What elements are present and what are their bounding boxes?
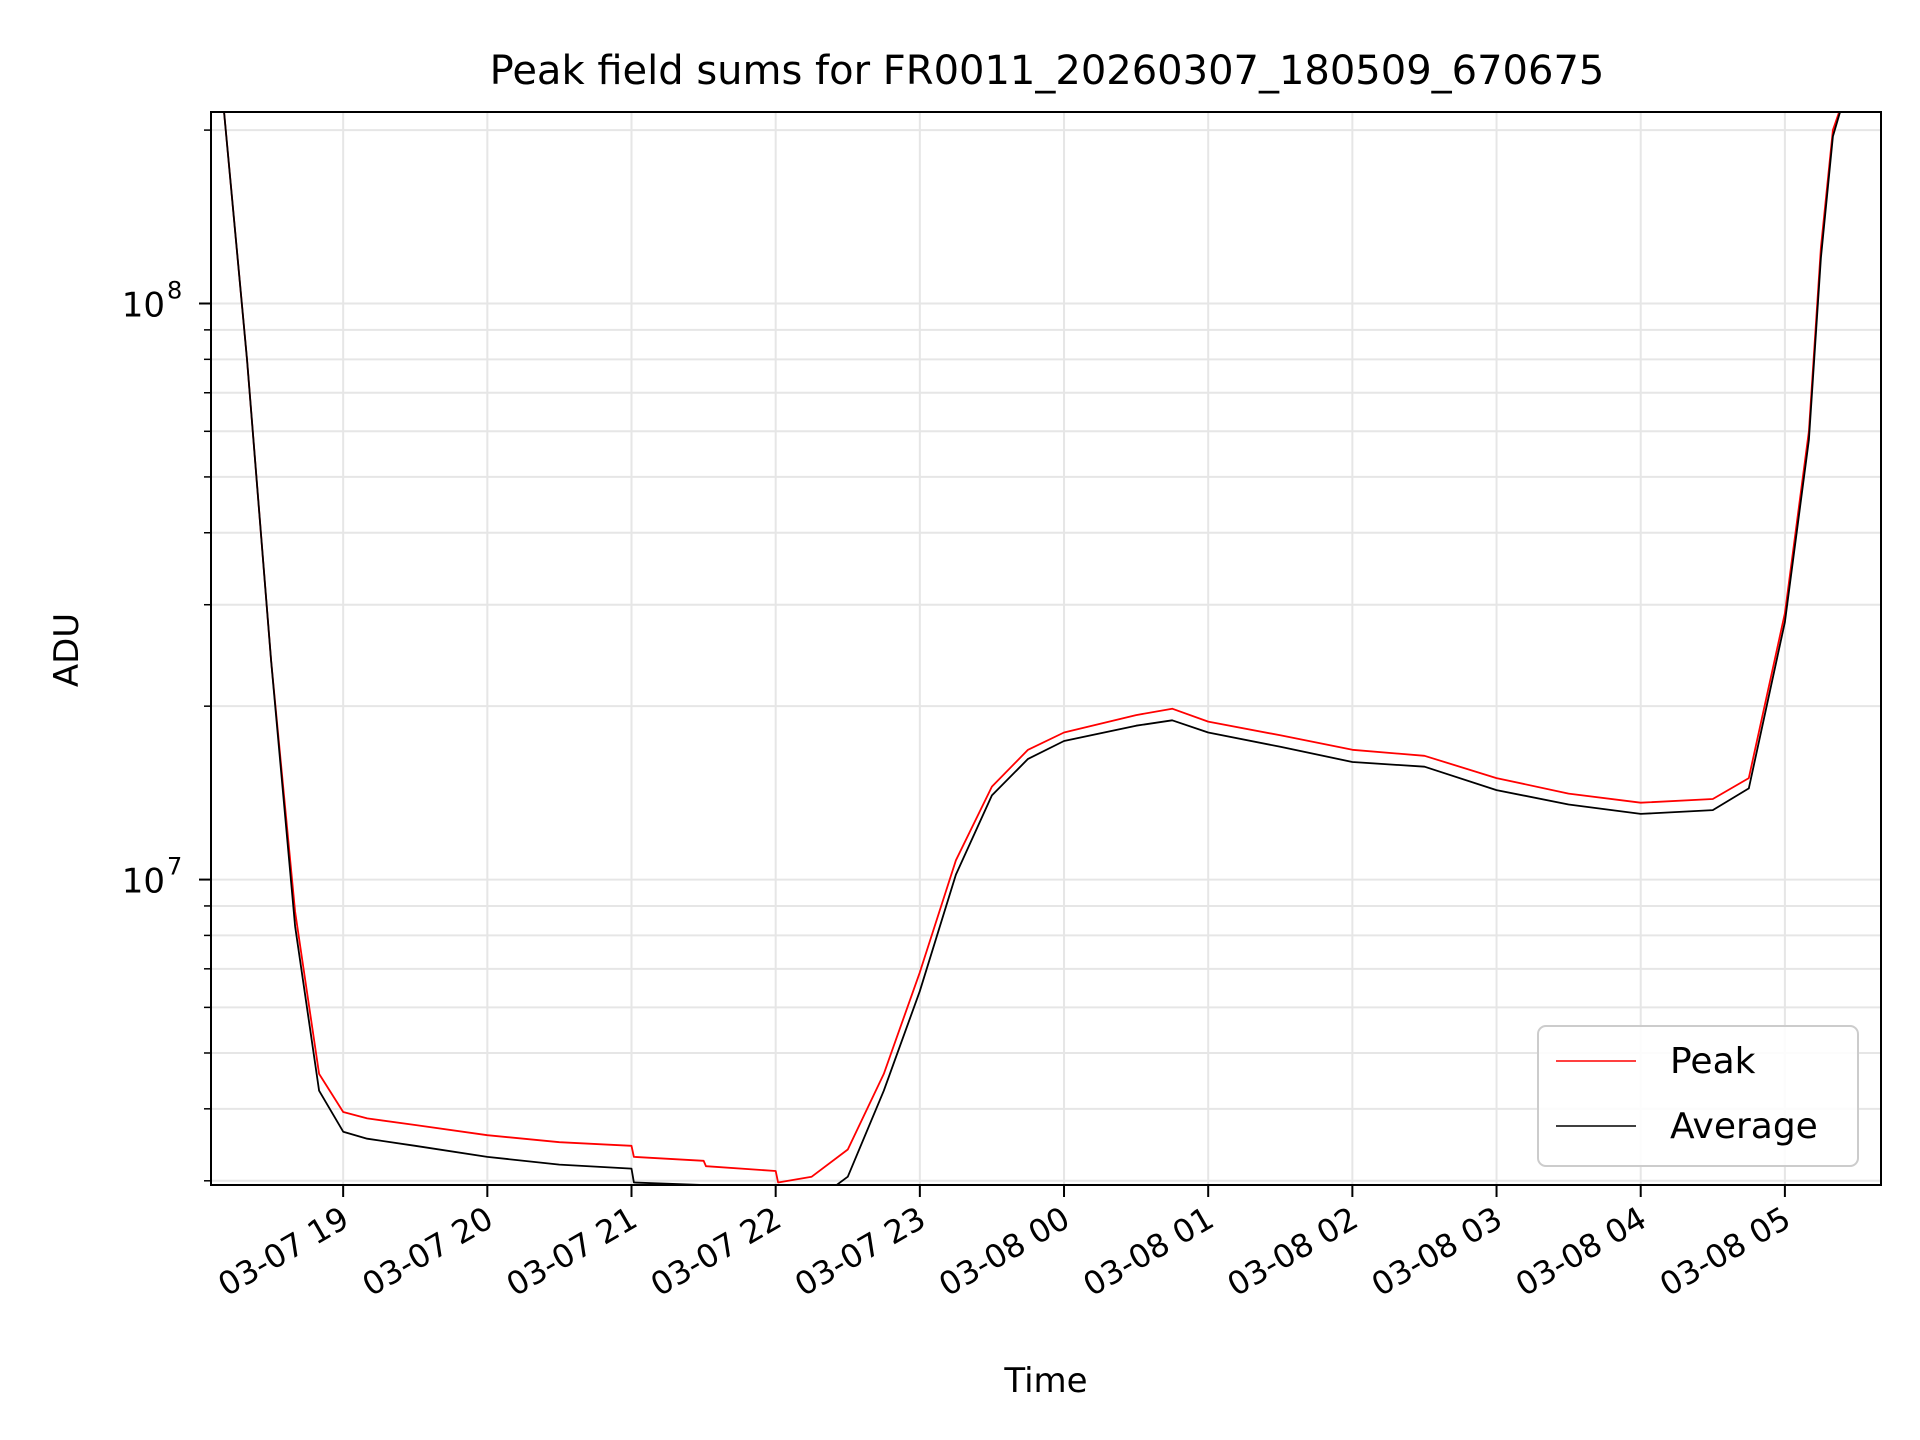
x-axis-label: Time	[1003, 1361, 1087, 1401]
series-lines	[223, 112, 1841, 1185]
series-line-peak	[223, 112, 1841, 1184]
series-line-average	[223, 112, 1841, 1185]
plot-frame	[210, 111, 1882, 1186]
chart-title: Peak field sums for FR0011_20260307_1805…	[490, 48, 1605, 94]
grid	[211, 112, 1881, 1185]
y-axis-label: ADU	[47, 613, 87, 687]
legend[interactable]: Peak Average	[1537, 1025, 1859, 1167]
legend-peak-label: Peak	[1670, 1041, 1756, 1082]
y-tick-base: 10	[122, 286, 165, 326]
y-tick-exponent: 8	[167, 277, 182, 305]
plot-area	[210, 111, 1882, 1186]
y-tick-label: 10 7	[122, 853, 183, 902]
y-tick-label: 10 8	[122, 277, 183, 326]
legend-average-label: Average	[1670, 1106, 1818, 1147]
y-tick-base: 10	[122, 862, 165, 902]
y-tick-exponent: 7	[167, 853, 182, 881]
